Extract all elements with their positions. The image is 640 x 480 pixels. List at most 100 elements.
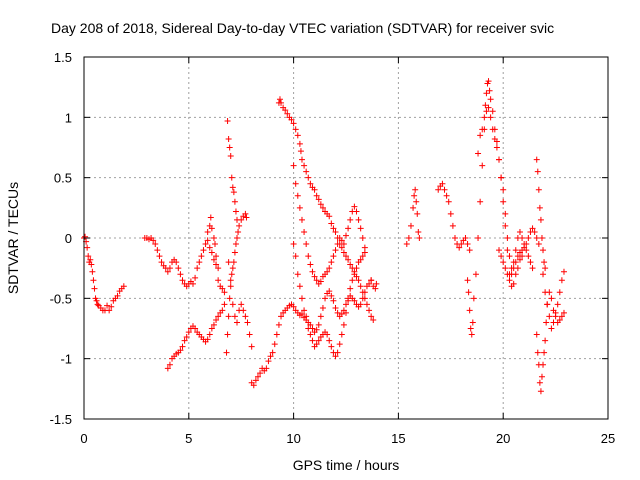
data-point (196, 259, 203, 266)
data-point (548, 325, 555, 332)
series-arc-j (290, 162, 368, 287)
data-point (89, 268, 96, 275)
data-point (225, 259, 232, 266)
data-point (458, 241, 465, 248)
data-point (558, 277, 565, 284)
data-point (345, 297, 352, 304)
data-point (267, 353, 274, 360)
data-point (351, 271, 358, 278)
data-point (357, 225, 364, 232)
data-point (537, 216, 544, 223)
data-point (328, 292, 335, 299)
data-point (166, 265, 173, 272)
data-point (544, 301, 551, 308)
data-point (558, 313, 565, 320)
series-arc-r (533, 156, 549, 272)
data-point (158, 259, 165, 266)
data-point (328, 220, 335, 227)
data-point (536, 379, 543, 386)
data-point (298, 216, 305, 223)
data-point (296, 283, 303, 290)
data-point (215, 265, 222, 272)
data-point (305, 174, 312, 181)
series-arc-q (496, 225, 542, 284)
data-point (232, 208, 239, 215)
data-point (254, 373, 261, 380)
data-point (514, 253, 521, 260)
data-point (230, 259, 237, 266)
data-point (543, 319, 550, 326)
data-point (227, 283, 234, 290)
data-point (540, 271, 547, 278)
data-point (336, 341, 343, 348)
data-point (210, 235, 217, 241)
series-arc-g (225, 259, 255, 350)
series-arc-l (368, 277, 380, 292)
data-point (523, 241, 530, 248)
data-point (439, 180, 446, 187)
data-point (192, 274, 199, 281)
data-point (108, 303, 115, 310)
data-points (81, 78, 567, 395)
data-point (313, 277, 320, 284)
data-point (556, 289, 563, 296)
data-point (506, 277, 513, 284)
data-point (231, 198, 238, 205)
data-point (489, 108, 496, 115)
data-point (498, 253, 505, 260)
data-point (483, 90, 490, 97)
data-point (282, 107, 289, 114)
data-point (221, 301, 228, 308)
data-point (548, 295, 555, 302)
data-point (225, 313, 232, 320)
data-point (94, 301, 101, 308)
data-point (284, 110, 291, 117)
x-tick-label: 5 (185, 431, 192, 446)
data-point (487, 96, 494, 103)
data-point (319, 204, 326, 211)
data-point (332, 247, 339, 254)
data-point (276, 96, 283, 103)
data-point (351, 297, 358, 304)
data-point (472, 271, 479, 278)
data-point (213, 317, 220, 324)
data-point (204, 228, 211, 235)
data-point (347, 261, 354, 268)
data-point (156, 253, 163, 260)
data-point (410, 204, 417, 211)
data-point (343, 253, 349, 260)
data-point (207, 214, 214, 221)
data-point (353, 265, 360, 272)
data-point (317, 313, 324, 320)
data-point (445, 198, 452, 205)
data-point (469, 319, 476, 326)
data-point (294, 192, 301, 199)
data-point (225, 136, 232, 143)
data-point (212, 241, 218, 248)
data-point (482, 102, 489, 109)
data-point (405, 235, 412, 241)
data-point (359, 253, 366, 260)
data-point (224, 331, 231, 338)
data-point (215, 313, 222, 320)
data-point (228, 271, 235, 278)
data-point (204, 336, 211, 343)
data-point (328, 259, 335, 266)
data-point (226, 144, 233, 151)
data-point (263, 365, 270, 372)
data-point (519, 235, 526, 241)
x-tick-label: 0 (80, 431, 87, 446)
data-point (467, 325, 474, 332)
data-point (533, 156, 540, 163)
data-point (224, 117, 231, 124)
x-tick-label: 15 (391, 431, 405, 446)
data-point (359, 289, 366, 296)
data-point (363, 301, 370, 308)
data-point (309, 268, 316, 275)
data-point (106, 307, 113, 314)
data-point (466, 247, 473, 254)
y-tick-label: -1 (60, 352, 72, 367)
x-tick-label: 20 (496, 431, 510, 446)
data-point (88, 261, 95, 268)
x-axis-label: GPS time / hours (293, 457, 400, 473)
